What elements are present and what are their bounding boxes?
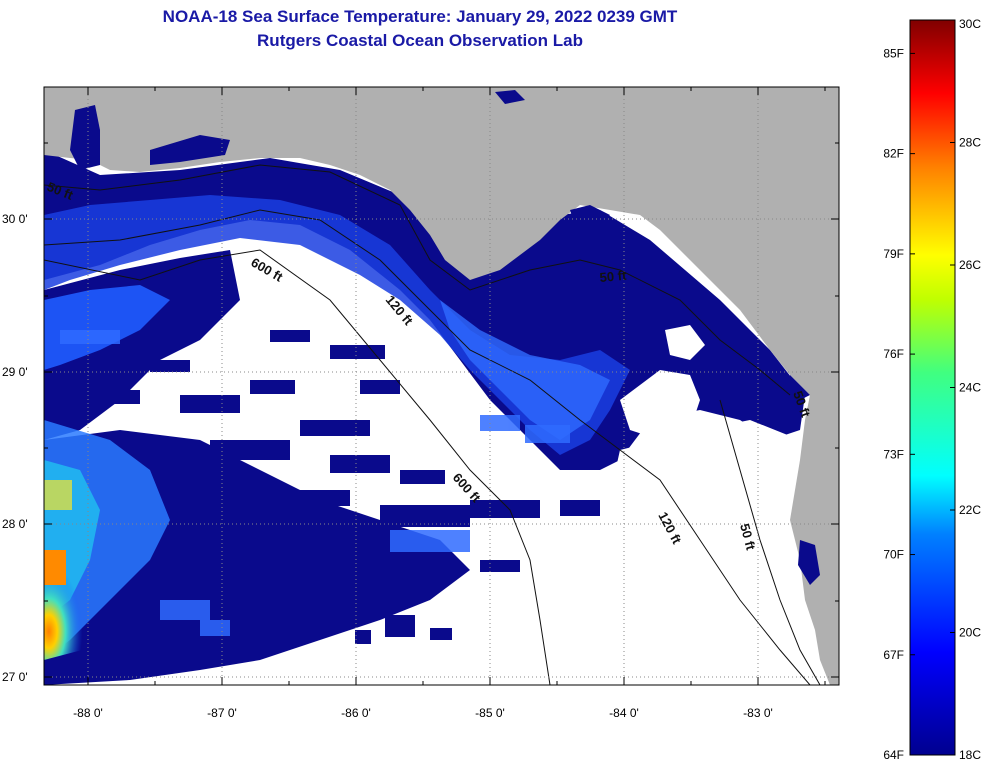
colorbar-f-label: 64F (883, 748, 904, 762)
contour-label: 50 ft (737, 522, 759, 552)
lon-label-87: -87 0' (207, 706, 237, 720)
graticule (44, 87, 839, 685)
land (44, 87, 839, 685)
lat-label-27: 27 0' (2, 670, 28, 684)
bathymetry-contours (44, 164, 821, 685)
contour-50ft-east (719, 399, 821, 685)
colorbar-gradient (909, 19, 956, 756)
pensacola-bay (150, 135, 230, 165)
lon-label-85: -85 0' (475, 706, 505, 720)
colorbar-f-label: 79F (883, 247, 904, 261)
colorbar-c-label: 24C (959, 381, 981, 395)
inland-lake (495, 90, 525, 104)
contour-600ft (44, 249, 551, 685)
lat-label-30: 30 0' (2, 212, 28, 226)
cloud-gap (665, 325, 705, 360)
colorbar-f-label: 85F (883, 46, 904, 60)
contour-50ft (44, 164, 791, 396)
colorbar-c-label: 30C (959, 17, 981, 31)
cloud-southeast (560, 420, 800, 685)
cloud-east (620, 370, 700, 440)
warm-core (44, 550, 66, 585)
map-title: NOAA-18 Sea Surface Temperature: January… (162, 7, 678, 26)
map-subtitle: Rutgers Coastal Ocean Observation Lab (257, 31, 583, 50)
west-lightblue (44, 285, 170, 370)
tick-marks (44, 87, 839, 685)
colorbar-f-label: 82F (883, 147, 904, 161)
lat-label-28: 28 0' (2, 517, 28, 531)
scattered-pixels (90, 330, 730, 644)
colorbar-f-label: 67F (883, 648, 904, 662)
colorbar-c-label: 20C (959, 626, 981, 640)
lon-label-83: -83 0' (743, 706, 773, 720)
colorbar-c-label: 26C (959, 258, 981, 272)
colorbar: 85F 82F 79F 76F 73F 70F 67F 64F 30C 28C 26C 24C 22C… (883, 17, 981, 762)
map-frame (43, 86, 840, 686)
cedar-keys-water (788, 375, 810, 400)
colorbar-f-label: 73F (883, 447, 904, 461)
contour-120ft (44, 209, 811, 685)
lon-label-86: -86 0' (341, 706, 371, 720)
apalachee-bay-inlet (570, 205, 610, 225)
colorbar-f-label: 70F (883, 548, 904, 562)
tampa-bay (798, 540, 820, 585)
southwest-warm (44, 470, 140, 660)
mobile-bay (70, 105, 100, 170)
shelf-streak (440, 300, 610, 440)
contour-label: 50 ft (599, 268, 628, 285)
lon-label-88: -88 0' (73, 706, 103, 720)
colorbar-c-label: 22C (959, 503, 981, 517)
colorbar-f-label: 76F (883, 347, 904, 361)
warm-edge (44, 480, 72, 510)
map-area (44, 87, 839, 685)
lon-label-84: -84 0' (609, 706, 639, 720)
lat-label-29: 29 0' (2, 365, 28, 379)
colorbar-c-label: 28C (959, 136, 981, 150)
colorbar-c-label: 18C (959, 748, 981, 762)
